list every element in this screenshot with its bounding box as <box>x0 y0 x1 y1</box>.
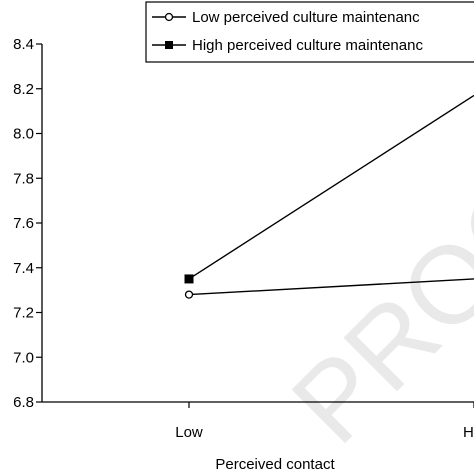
y-tick-label-7: 8.2 <box>13 81 34 98</box>
y-tick-label-6: 8.0 <box>13 126 34 143</box>
legend-label-high: High perceived culture maintenanc <box>192 37 423 54</box>
y-tick-label-5: 7.8 <box>13 170 34 187</box>
x-tick-label-0: Low <box>175 424 203 441</box>
legend: Low perceived culture maintenanc High pe… <box>145 1 474 63</box>
legend-marker-high <box>165 41 173 49</box>
series-line-1 <box>188 94 474 280</box>
y-tick-label-3: 7.4 <box>13 260 34 277</box>
y-tick-label-4: 7.6 <box>13 215 34 232</box>
y-tick-label-8: 8.4 <box>13 36 34 53</box>
series-0-point-0 <box>184 290 194 299</box>
series-1-point-0 <box>184 274 194 284</box>
y-tick-label-0: 6.8 <box>13 394 34 411</box>
x-tick-label-1: High <box>463 424 474 441</box>
legend-marker-low <box>164 12 174 22</box>
y-tick-label-1: 7.0 <box>13 349 34 366</box>
series-line-0 <box>188 278 474 296</box>
legend-box <box>145 1 474 63</box>
plot-area: 6.8 7.0 7.2 7.4 7.6 7.8 8.0 8.2 8.4 Low High <box>13 36 474 441</box>
y-tick-label-2: 7.2 <box>13 305 34 322</box>
legend-label-low: Low perceived culture maintenanc <box>192 9 420 26</box>
x-axis-title: Perceived contact <box>215 456 335 473</box>
